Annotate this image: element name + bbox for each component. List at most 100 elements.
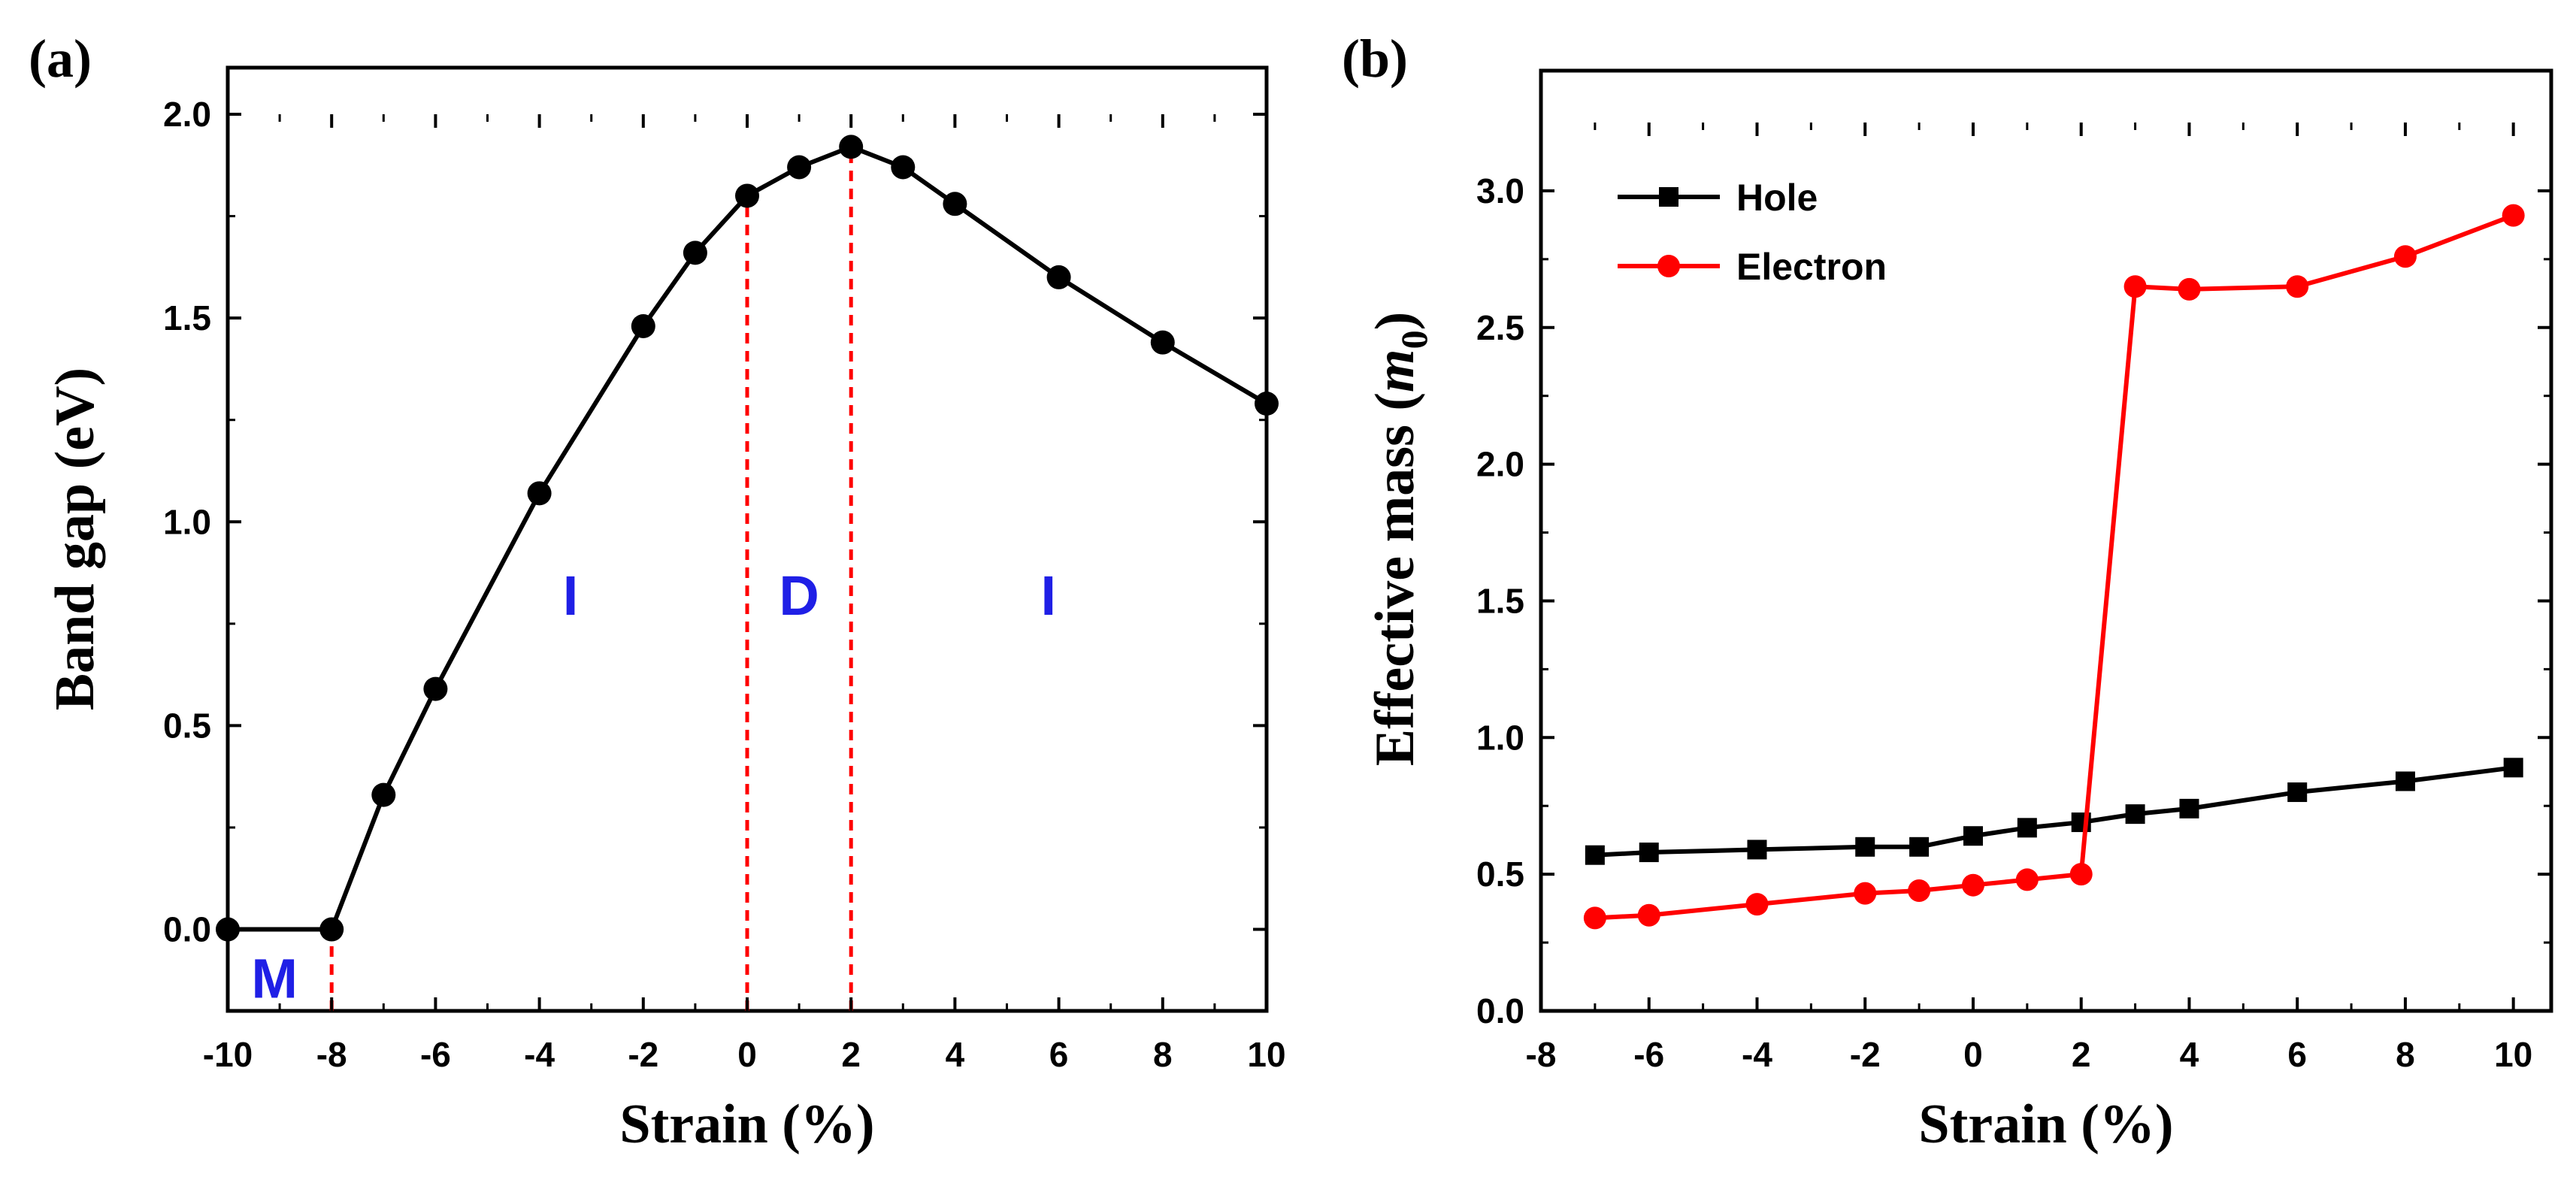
b-y-tick-label: 3.0	[1476, 171, 1524, 210]
panel-b: (b) -8 -6 -4 -2 0 2 4 6 8 10 0.0 0.5 1.0 1.5 2.0 2.5 3.…	[1342, 29, 2553, 1155]
b-point-hole	[2125, 804, 2145, 825]
a-x-tick-label: -6	[420, 1035, 451, 1074]
b-y-tick-label: 0.5	[1476, 855, 1524, 894]
b-point-hole	[2503, 758, 2523, 778]
b-x-tick-label: -4	[1742, 1035, 1772, 1074]
b-point-electron	[2069, 863, 2093, 886]
b-point-electron	[2286, 275, 2309, 298]
a-region-label: I	[563, 564, 579, 627]
b-point-hole	[1585, 845, 1605, 865]
panel-a-y-axis: 0.0 0.5 1.0 1.5 2.0	[163, 95, 1267, 949]
b-series-line-electron	[1594, 213, 2514, 921]
b-point-electron	[1583, 906, 1606, 930]
b-x-tick-label: 10	[2494, 1035, 2532, 1074]
panel-b-y-axis-title-symbol: m	[1364, 349, 1426, 392]
b-point-hole	[2179, 798, 2199, 818]
panel-b-y-axis-title: Effective mass (m0)	[1364, 312, 1435, 766]
b-point-electron	[1745, 893, 1769, 916]
a-point-data	[631, 313, 655, 338]
panel-a-x-axis-title: Strain (%)	[619, 1094, 874, 1155]
a-x-tick-label: 4	[946, 1035, 965, 1074]
a-x-tick-label: 8	[1153, 1035, 1173, 1074]
b-y-tick-label: 1.0	[1476, 718, 1524, 757]
a-x-tick-label: -8	[316, 1035, 347, 1074]
a-point-data	[1255, 392, 1279, 416]
panel-a: (a) -10 -8 -6 -4 -2 0 2 4 6 8 10 0.0 0.5 1.0 1.5 2.0 M…	[29, 29, 1286, 1155]
a-x-tick-label: -2	[628, 1035, 658, 1074]
a-point-data	[371, 782, 396, 807]
a-point-data	[527, 481, 552, 506]
b-point-electron	[2123, 275, 2147, 298]
b-x-tick-label: 6	[2287, 1035, 2307, 1074]
a-point-data	[319, 917, 344, 942]
a-point-data	[1046, 265, 1071, 289]
b-series-line-hole	[1594, 765, 2514, 858]
a-y-tick-label: 0.0	[163, 910, 211, 949]
panel-b-y-axis-title-subscript: 0	[1393, 330, 1435, 349]
a-x-tick-label: 10	[1247, 1035, 1285, 1074]
a-x-tick-label: 2	[841, 1035, 861, 1074]
a-x-tick-label: -4	[524, 1035, 555, 1074]
b-point-hole	[2017, 818, 2037, 838]
b-point-electron	[2178, 277, 2201, 301]
panel-a-series	[216, 135, 1279, 942]
legend-marker-hole	[1659, 187, 1678, 207]
b-y-tick-label: 1.5	[1476, 581, 1524, 620]
b-point-electron	[1961, 873, 1984, 897]
a-y-tick-label: 0.5	[163, 706, 211, 745]
b-y-tick-label: 2.0	[1476, 445, 1524, 484]
b-point-electron	[1637, 903, 1660, 927]
b-y-tick-label: 0.0	[1476, 991, 1524, 1030]
b-x-tick-label: 4	[2180, 1035, 2199, 1074]
b-point-hole	[2287, 782, 2308, 803]
a-point-data	[216, 917, 240, 942]
b-point-electron	[2393, 245, 2417, 268]
b-y-tick-label: 2.5	[1476, 308, 1524, 347]
b-point-hole	[1747, 840, 1767, 860]
b-point-hole	[1855, 837, 1875, 857]
panel-b-x-axis-title: Strain (%)	[1918, 1094, 2173, 1155]
b-point-electron	[1854, 882, 1877, 905]
a-point-data	[683, 241, 707, 265]
b-point-hole	[1909, 837, 1930, 857]
a-x-tick-label: -10	[203, 1035, 253, 1074]
a-x-tick-label: 0	[737, 1035, 757, 1074]
legend-label-electron: Electron	[1736, 246, 1887, 288]
b-point-hole	[1963, 826, 1983, 846]
panel-b-y-axis: 0.0 0.5 1.0 1.5 2.0 2.5 3.0	[1476, 171, 2551, 1030]
a-region-label: D	[779, 564, 819, 627]
a-region-label: M	[251, 948, 298, 1010]
panel-b-legend: Hole Electron	[1618, 177, 1887, 288]
a-point-data	[787, 155, 812, 180]
b-point-hole	[2395, 771, 2415, 791]
b-point-electron	[2502, 204, 2525, 227]
a-point-data	[943, 192, 967, 216]
a-point-data	[891, 155, 916, 180]
panel-a-region-labels: M I D I	[251, 564, 1056, 1010]
a-region-label: I	[1040, 564, 1056, 627]
panel-b-label: (b)	[1342, 29, 1408, 89]
panel-a-y-axis-title: Band gap (eV)	[44, 368, 106, 710]
legend-label-hole: Hole	[1736, 177, 1818, 219]
a-y-tick-label: 1.0	[163, 502, 211, 541]
b-x-tick-label: -8	[1526, 1035, 1557, 1074]
panel-b-x-axis: -8 -6 -4 -2 0 2 4 6 8 10	[1526, 123, 2532, 1074]
panel-a-reference-lines	[329, 147, 853, 1011]
b-point-hole	[1639, 843, 1659, 863]
panel-b-plot-frame	[1539, 68, 2553, 1013]
a-y-tick-label: 1.5	[163, 298, 211, 337]
panel-a-label: (a)	[29, 29, 92, 89]
b-x-tick-label: -6	[1633, 1035, 1664, 1074]
a-point-data	[735, 183, 759, 208]
a-x-tick-label: 6	[1049, 1035, 1069, 1074]
panel-b-series	[1583, 204, 2525, 930]
b-x-tick-label: 0	[1963, 1035, 1983, 1074]
a-point-data	[839, 135, 864, 159]
b-point-electron	[2015, 868, 2039, 891]
a-point-data	[423, 676, 448, 701]
b-x-tick-label: 8	[2396, 1035, 2415, 1074]
legend-marker-electron	[1657, 255, 1680, 277]
b-point-electron	[1908, 879, 1931, 902]
